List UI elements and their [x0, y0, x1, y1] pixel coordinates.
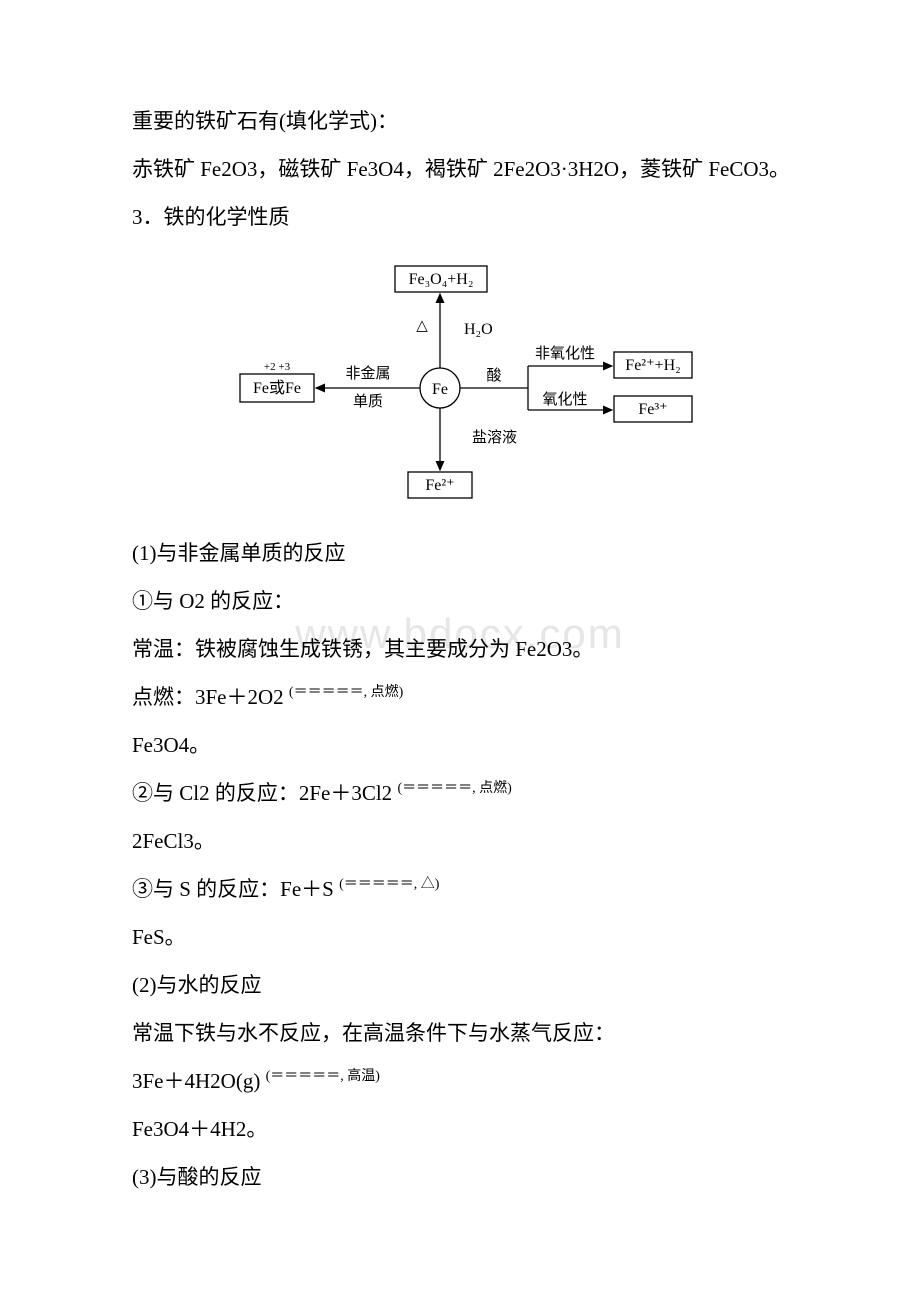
diagram-right-label: 酸 [486, 367, 501, 384]
equation-left: 点燃：3Fe＋2O2 [132, 685, 289, 709]
equation-result: Fe3O4。 [90, 724, 830, 766]
paragraph: (2)与水的反应 [90, 964, 830, 1006]
heading-3: 3．铁的化学性质 [90, 196, 830, 238]
equation-condition: (＝＝＝＝＝, 点燃) [289, 685, 403, 700]
equation-result: 2FeCl3。 [90, 820, 830, 862]
paragraph: 常温：铁被腐蚀生成铁锈，其主要成分为 Fe2O3。 [90, 628, 830, 670]
diagram-bottom-label: 盐溶液 [472, 429, 517, 446]
diagram-bottom-box: Fe²⁺ [425, 477, 454, 494]
equation-result: Fe3O4＋4H2。 [90, 1108, 830, 1150]
diagram-right-bottom-box: Fe³⁺ [638, 401, 667, 418]
diagram-left-box: Fe或Fe [253, 379, 301, 397]
diagram-right-top-box: Fe²⁺+H₂ [625, 357, 680, 374]
paragraph: ①与 O2 的反应： [90, 580, 830, 622]
paragraph: 常温下铁与水不反应，在高温条件下与水蒸气反应： [90, 1012, 830, 1054]
diagram-left-label-top: 非金属 [345, 365, 390, 382]
diagram-left-box-superscript: +2 +3 [264, 361, 291, 373]
diagram-top-box: Fe₃O₄+H₂ [409, 271, 474, 288]
diagram-oxidizing-label: 氧化性 [542, 391, 587, 408]
paragraph: 重要的铁矿石有(填化学式)： [90, 100, 830, 142]
diagram-nonoxidizing-label: 非氧化性 [535, 345, 595, 362]
equation-result: FeS。 [90, 916, 830, 958]
reaction-diagram: Fe Fe₃O₄+H₂ △ H₂O +2 +3 Fe或Fe 非金属 单质 酸 [90, 258, 830, 508]
document-content: 重要的铁矿石有(填化学式)： 赤铁矿 Fe2O3，磁铁矿 Fe3O4，褐铁矿 2… [90, 100, 830, 1198]
equation-left: ②与 Cl2 的反应：2Fe＋3Cl2 [132, 781, 397, 805]
diagram-left-label-bottom: 单质 [353, 393, 383, 410]
diagram-center: Fe [432, 381, 448, 398]
paragraph: 赤铁矿 Fe2O3，磁铁矿 Fe3O4，褐铁矿 2Fe2O3·3H2O，菱铁矿 … [90, 148, 830, 190]
equation-condition: (＝＝＝＝＝, 点燃) [397, 781, 511, 796]
paragraph: (1)与非金属单质的反应 [90, 532, 830, 574]
equation-line: 点燃：3Fe＋2O2 (＝＝＝＝＝, 点燃) [90, 676, 830, 718]
equation-left: ③与 S 的反应：Fe＋S [132, 877, 339, 901]
equation-line: ②与 Cl2 的反应：2Fe＋3Cl2 (＝＝＝＝＝, 点燃) [90, 772, 830, 814]
paragraph: (3)与酸的反应 [90, 1156, 830, 1198]
diagram-top-left-label: △ [416, 318, 428, 334]
diagram-top-right-label: H₂O [464, 321, 493, 338]
equation-condition: (＝＝＝＝＝, △) [339, 877, 439, 892]
equation-line: ③与 S 的反应：Fe＋S (＝＝＝＝＝, △) [90, 868, 830, 910]
equation-line: 3Fe＋4H2O(g) (＝＝＝＝＝, 高温) [90, 1060, 830, 1102]
equation-left: 3Fe＋4H2O(g) [132, 1069, 266, 1093]
equation-condition: (＝＝＝＝＝, 高温) [266, 1069, 380, 1084]
